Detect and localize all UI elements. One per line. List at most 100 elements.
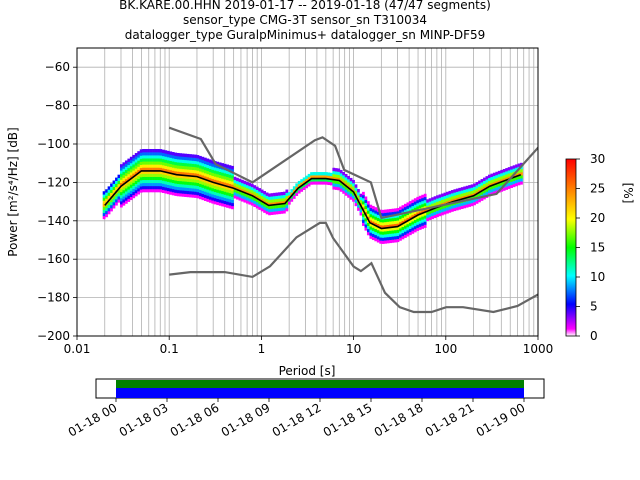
heatmap-cell — [396, 214, 400, 218]
heatmap-cell — [411, 202, 415, 207]
heatmap-cell — [221, 199, 225, 204]
heatmap-cell — [517, 169, 521, 174]
heatmap-cell — [381, 222, 385, 226]
heatmap-cell — [495, 190, 499, 194]
heatmap-cell — [428, 213, 432, 218]
heatmap-cell — [391, 239, 395, 243]
heatmap-cell — [174, 183, 178, 187]
heatmap-cell — [310, 172, 313, 176]
heatmap-cell — [423, 199, 427, 204]
heatmap-cell — [110, 204, 113, 209]
heatmap-cell — [179, 153, 183, 157]
heatmap-cell — [357, 192, 360, 196]
heatmap-cell — [206, 170, 210, 175]
heatmap-cell — [137, 181, 141, 186]
heatmap-cell — [161, 161, 165, 166]
heatmap-cell — [228, 205, 232, 209]
heatmap-cell — [226, 192, 229, 196]
heatmap-cell — [142, 161, 145, 165]
heatmap-cell — [502, 168, 506, 173]
heatmap-cell — [465, 185, 469, 190]
heatmap-cell — [157, 155, 160, 159]
heatmap-cell — [228, 174, 232, 178]
heatmap-cell — [344, 173, 348, 178]
heatmap-cell — [181, 187, 185, 191]
colorbar-tick-label: 15 — [590, 241, 605, 255]
heatmap-cell — [137, 163, 141, 167]
heatmap-cell — [181, 156, 185, 160]
heatmap-cell — [265, 207, 269, 212]
heatmap-cell — [241, 182, 244, 187]
heatmap-cell — [189, 181, 192, 186]
heatmap-cell — [169, 160, 173, 165]
heatmap-cell — [352, 179, 355, 184]
heatmap-cell — [228, 195, 232, 200]
heatmap-cell — [124, 191, 128, 195]
heatmap-cell — [157, 182, 160, 187]
heatmap-cell — [490, 182, 494, 187]
availability-data — [116, 388, 524, 398]
heatmap-cell — [379, 225, 383, 229]
heatmap-cell — [191, 175, 195, 180]
heatmap-cell — [107, 207, 111, 212]
heatmap-cell — [228, 202, 232, 206]
heatmap-cell — [149, 164, 153, 168]
heatmap-cell — [164, 190, 168, 194]
heatmap-cell — [231, 199, 234, 204]
heatmap-cell — [478, 180, 481, 184]
heatmap-cell — [349, 180, 353, 185]
x-tick-label: 100 — [434, 342, 457, 356]
heatmap-cell — [137, 172, 141, 177]
heatmap-cell — [492, 188, 496, 192]
heatmap-cell — [275, 211, 279, 215]
heatmap-cell — [176, 186, 180, 191]
heatmap-cell — [416, 212, 420, 216]
heatmap-cell — [132, 194, 136, 199]
heatmap-cell — [139, 189, 143, 193]
heatmap-cell — [144, 179, 148, 184]
heatmap-cell — [147, 161, 150, 165]
heatmap-cell — [238, 187, 242, 192]
heatmap-cell — [416, 199, 420, 204]
heatmap-cell — [201, 175, 205, 179]
heatmap-cell — [115, 186, 118, 191]
heatmap-cell — [265, 195, 269, 199]
heatmap-cell — [115, 180, 118, 185]
heatmap-cell — [505, 186, 509, 190]
heatmap-cell — [134, 156, 138, 160]
heatmap-cell — [401, 232, 405, 237]
heatmap-cell — [119, 191, 123, 196]
heatmap-cell — [139, 149, 143, 153]
heatmap-cell — [453, 204, 457, 208]
heatmap-cell — [404, 228, 407, 232]
heatmap-cell — [401, 229, 405, 234]
heatmap-cell — [490, 185, 494, 190]
heatmap-cell — [152, 185, 155, 190]
heatmap-cell — [223, 200, 227, 205]
heatmap-cell — [404, 203, 407, 208]
heatmap-cell — [381, 219, 385, 223]
heatmap-cell — [423, 193, 427, 198]
heatmap-cell — [122, 186, 126, 191]
heatmap-cell — [137, 151, 141, 155]
heatmap-cell — [448, 200, 452, 204]
heatmap-cell — [332, 170, 336, 175]
heatmap-cell — [107, 201, 111, 206]
heatmap-cell — [194, 194, 197, 198]
heatmap-cell — [433, 211, 437, 215]
heatmap-cell — [199, 180, 202, 184]
heatmap-cell — [497, 176, 501, 181]
heatmap-cell — [117, 199, 121, 203]
heatmap-cell — [221, 196, 225, 201]
heatmap-cell — [122, 168, 126, 172]
heatmap-cell — [159, 167, 163, 171]
heatmap-cell — [122, 183, 126, 188]
heatmap-cell — [460, 193, 464, 197]
heatmap-cell — [460, 202, 464, 206]
heatmap-cell — [285, 192, 289, 197]
x-tick-label: 0.1 — [160, 342, 179, 356]
heatmap-cell — [371, 205, 375, 210]
heatmap-cell — [342, 178, 346, 182]
heatmap-cell — [300, 185, 304, 189]
heatmap-cell — [520, 178, 523, 182]
